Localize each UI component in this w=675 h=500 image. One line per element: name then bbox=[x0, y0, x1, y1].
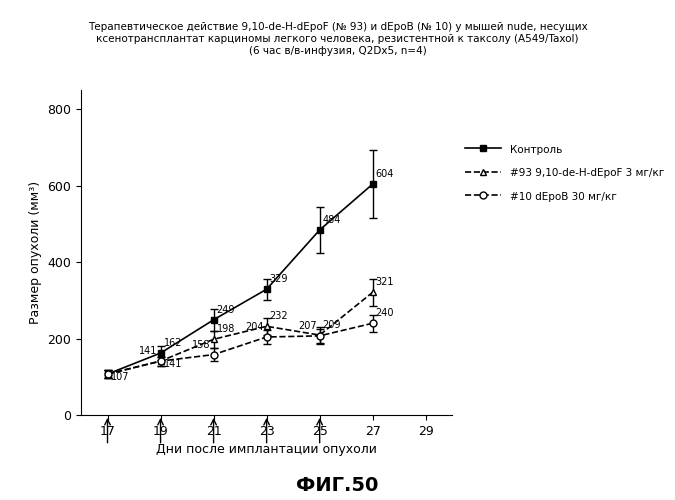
Text: 207: 207 bbox=[298, 321, 317, 331]
Text: 329: 329 bbox=[269, 274, 288, 284]
Text: 209: 209 bbox=[323, 320, 341, 330]
Text: ФИГ.50: ФИГ.50 bbox=[296, 476, 379, 495]
Text: 107: 107 bbox=[111, 372, 129, 382]
Text: 198: 198 bbox=[217, 324, 235, 334]
Y-axis label: Размер опухоли (мм³): Размер опухоли (мм³) bbox=[29, 181, 42, 324]
Text: 484: 484 bbox=[323, 215, 341, 225]
Text: 232: 232 bbox=[269, 312, 288, 322]
Text: 604: 604 bbox=[376, 169, 394, 179]
Legend: Контроль, #93 9,10-de-H-dEpoF 3 мг/кг, #10 dEpoB 30 мг/кг: Контроль, #93 9,10-de-H-dEpoF 3 мг/кг, #… bbox=[465, 144, 664, 202]
Text: 141: 141 bbox=[139, 346, 157, 356]
X-axis label: Дни после имплантации опухоли: Дни после имплантации опухоли bbox=[156, 444, 377, 456]
Text: 321: 321 bbox=[376, 278, 394, 287]
Text: Терапевтическое действие 9,10-de-H-dEpoF (№ 93) и dEpoB (№ 10) у мышей nude, нес: Терапевтическое действие 9,10-de-H-dEpoF… bbox=[88, 22, 587, 56]
Text: 162: 162 bbox=[163, 338, 182, 348]
Text: 204: 204 bbox=[245, 322, 264, 332]
Text: 240: 240 bbox=[376, 308, 394, 318]
Text: 249: 249 bbox=[217, 305, 235, 315]
Text: 158: 158 bbox=[192, 340, 211, 349]
Text: 141: 141 bbox=[163, 359, 182, 369]
